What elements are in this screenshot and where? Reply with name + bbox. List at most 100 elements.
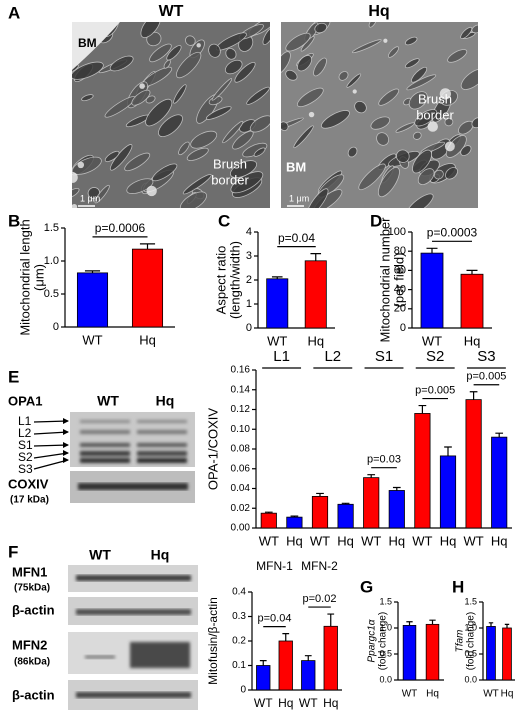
x-tick-label: Hq [278,696,293,710]
mitochondrion [354,100,367,114]
band [78,483,188,490]
error-bar [139,243,156,250]
annotation: p=0.0003 [427,225,478,239]
mitochondrion [234,61,256,83]
mitochondrion [297,55,313,72]
y-tick-label: 0.14 [231,384,251,395]
mitochondrion [412,149,433,174]
panel-letter: A [8,3,20,22]
x-tick-label: Hq [501,689,514,700]
blot-protein: MFN1 [12,564,47,579]
mitochondrion [447,49,468,63]
mitochondrion [377,167,400,198]
x-tick-label: WT [402,689,418,700]
y-axis-label: (per field) [391,253,406,308]
panel-letter: E [8,367,19,386]
error-bar [367,474,376,478]
y-tick-label: 1.5 [44,222,59,234]
mitochondrion [460,145,472,156]
panel-letter: F [8,542,18,561]
mitochondrion [182,174,212,195]
mitochondrion [190,130,218,149]
mitochondrion [124,152,151,172]
image-label: border [211,172,249,187]
group-label: S3 [477,348,495,365]
y-axis-label: (fold change) [378,612,389,670]
band [76,575,191,581]
mitochondrion [378,88,400,106]
annotation: p=0.04 [278,231,315,245]
mitochondrion [281,121,289,131]
mitochondrion [368,22,377,28]
band [137,430,187,434]
blot-protein: COXIV [8,476,49,491]
y-tick-label: 60 [394,264,406,276]
band [85,655,115,659]
mitochondrion [140,22,161,39]
mitochondrion [151,163,178,182]
band [76,609,191,615]
bar [388,490,405,529]
x-tick-label: Hq [139,332,156,347]
x-tick-label: Hq [440,533,457,548]
bar [420,252,444,329]
error-bar [282,633,290,641]
blot-bands [80,420,187,463]
blot-size: (17 kDa) [10,495,49,506]
bar [414,413,431,529]
y-axis-label: Mitochondrial number [377,217,392,343]
band [80,420,130,423]
x-tick-label: WT [361,533,381,548]
error-bar [426,247,438,254]
blot-protein: OPA1 [8,393,42,408]
band [80,443,130,447]
image-label: border [416,107,454,122]
mitochondrion [179,191,207,208]
error-bar [264,511,273,514]
panel-letter: B [8,211,20,230]
y-tick-label: 0.0 [379,674,392,684]
annotation: p=0.04 [258,613,292,625]
lane-label: WT [89,547,111,563]
mitochondrion [249,115,270,133]
error-bar [469,391,478,400]
error-bar [316,492,324,497]
mitochondrion [404,36,418,46]
x-tick-label: WT [483,689,499,700]
error-bar [418,404,427,414]
vesicle [439,88,451,100]
mitochondrion [285,69,298,81]
mitochondrion [175,51,202,79]
mitochondrion [72,61,104,80]
bar [256,665,271,691]
mitochondrion [313,57,327,77]
vesicle [444,141,455,152]
band [80,458,130,463]
basement-region [72,22,120,70]
y-tick-label: 1.0 [379,622,392,632]
mitochondrion [285,32,311,52]
x-tick-label: Hq [464,333,481,348]
bar [486,626,496,681]
error-bar [392,486,401,491]
mitochondrion [186,147,209,161]
y-tick-label: 0 [246,322,252,334]
vesicle [77,161,85,169]
bar [304,260,327,329]
y-tick-label: 0.16 [231,365,251,376]
mitochondrion [104,150,120,163]
x-tick-label: WT [82,332,102,347]
error-bar [504,623,510,628]
image-title: Hq [368,3,389,20]
y-tick-label: 0.10 [231,424,251,435]
band [80,430,130,434]
error-bar [466,269,478,275]
error-bar [259,660,267,666]
x-tick-label: WT [310,533,330,548]
y-tick-label: 0.4 [232,587,246,598]
bar [402,625,417,681]
mitochondrion [370,116,391,130]
vesicle [196,43,201,48]
group-label: MFN-2 [301,559,338,573]
mitochondrion [158,114,183,137]
